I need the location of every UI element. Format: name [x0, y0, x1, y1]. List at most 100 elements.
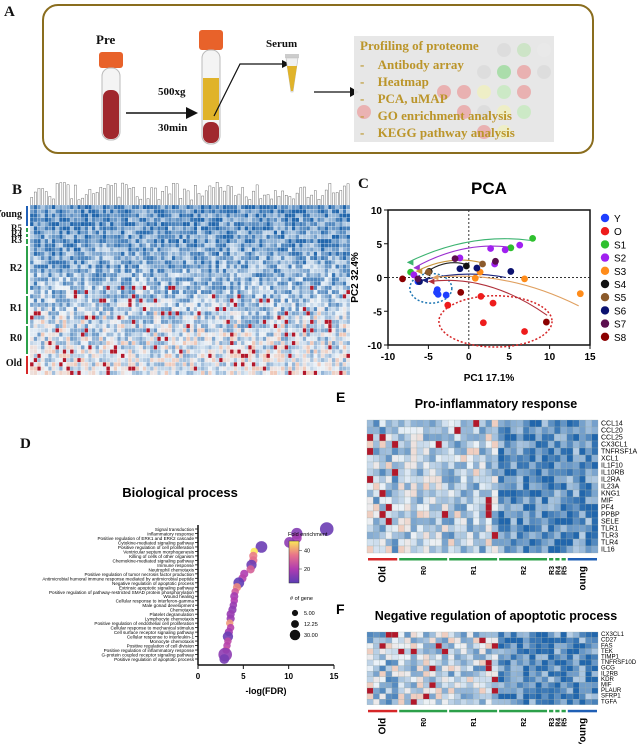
heatmap-cell — [541, 468, 549, 477]
heatmap-cell — [138, 272, 143, 278]
heatmap-cell — [460, 637, 468, 644]
pca-point-s1 — [507, 244, 515, 252]
heatmap-cell — [291, 234, 296, 240]
heatmap-cell — [58, 306, 63, 312]
heatmap-cell — [266, 285, 271, 291]
heatmap-cell — [51, 243, 56, 248]
column-label-glyph — [161, 191, 164, 208]
heatmap-cell — [273, 264, 278, 269]
heatmap-cell — [416, 510, 424, 519]
heatmap-cell — [404, 496, 411, 505]
heatmap-cell — [229, 289, 234, 295]
heatmap-cell — [335, 285, 340, 291]
heatmap-cell — [324, 340, 329, 346]
heatmap-cell — [215, 336, 220, 342]
heatmap-cell — [102, 230, 107, 235]
heatmap-cell — [51, 226, 56, 231]
heatmap-cell — [30, 306, 34, 312]
heatmap-cell — [269, 285, 274, 291]
heatmap-cell — [117, 323, 122, 329]
heatmap-cell — [146, 234, 151, 240]
heatmap-cell — [142, 366, 147, 371]
heatmap-cell — [33, 298, 38, 303]
heatmap-cell — [62, 353, 67, 359]
heatmap-cell — [120, 315, 125, 320]
heatmap-cell — [313, 319, 318, 325]
heatmap-cell — [572, 659, 580, 666]
heatmap-cell — [585, 468, 592, 477]
heatmap-cell — [186, 306, 191, 312]
heatmap-cell — [88, 205, 92, 210]
heatmap-cell — [175, 298, 180, 303]
heatmap-cell — [33, 315, 38, 320]
heatmap-cell — [131, 357, 136, 363]
heatmap-cell — [113, 205, 118, 210]
heatmap-cell — [153, 205, 158, 210]
heatmap-cell — [171, 272, 176, 278]
heatmap-cell — [48, 340, 52, 346]
heatmap-cell — [69, 353, 74, 359]
heatmap-cell — [73, 319, 78, 325]
heatmap-cell — [373, 503, 380, 512]
heatmap-cell — [77, 268, 82, 274]
heatmap-cell — [62, 230, 67, 235]
heatmap-cell — [189, 319, 194, 325]
heatmap-cell — [320, 251, 325, 257]
heatmap-cell — [244, 285, 249, 291]
go-term-label: Inflammatory response — [147, 531, 194, 536]
heatmap-cell — [33, 306, 38, 312]
heatmap-cell — [306, 260, 311, 265]
heatmap-cell — [182, 366, 187, 371]
heatmap-cell — [30, 370, 34, 375]
heatmap-cell — [215, 234, 220, 240]
heatmap-cell — [233, 319, 238, 325]
heatmap-cell — [208, 247, 212, 252]
heatmap-cell — [124, 315, 129, 320]
heatmap-cell — [215, 230, 220, 235]
heatmap-cell — [251, 260, 256, 265]
heatmap-cell — [448, 510, 455, 519]
heatmap-cell — [324, 221, 329, 227]
heatmap-cell — [291, 285, 296, 291]
heatmap-cell — [197, 336, 202, 342]
heatmap-cell — [84, 243, 89, 248]
heatmap-cell — [189, 357, 194, 363]
heatmap-cell — [120, 370, 125, 375]
heatmap-cell — [410, 538, 418, 547]
heatmap-cell — [30, 323, 34, 329]
heatmap-cell — [30, 366, 34, 371]
heatmap-cell — [204, 277, 209, 282]
column-label-glyph — [99, 187, 103, 208]
heatmap-cell — [95, 323, 100, 329]
heatmap-cell — [66, 277, 71, 282]
heatmap-cell — [273, 366, 278, 371]
heatmap-cell — [454, 648, 461, 655]
heatmap-cell — [398, 489, 405, 498]
heatmap-cell — [164, 272, 169, 278]
heatmap-cell — [579, 503, 586, 512]
heatmap-cell — [317, 205, 322, 210]
heatmap-cell — [197, 366, 202, 371]
heatmap-cell — [211, 289, 216, 295]
heatmap-cell — [248, 285, 252, 291]
heatmap-cell — [186, 209, 191, 214]
heatmap-cell — [138, 281, 143, 286]
heatmap-cell — [497, 631, 505, 638]
heatmap-cell — [208, 353, 212, 359]
heatmap-cell — [55, 353, 60, 359]
heatmap-cell — [182, 243, 187, 248]
heatmap-cell — [193, 285, 198, 291]
heatmap-cell — [189, 230, 194, 235]
heatmap-cell — [138, 268, 143, 274]
legend-marker — [600, 293, 610, 302]
heatmap-cell — [266, 298, 271, 303]
heatmap-cell — [233, 264, 238, 269]
heatmap-cell — [117, 319, 122, 325]
heatmap-cell — [441, 538, 449, 547]
heatmap-cell — [491, 676, 499, 683]
heatmap-cell — [138, 315, 143, 320]
heatmap-cell — [547, 665, 555, 672]
heatmap-cell — [560, 659, 567, 666]
heatmap-cell — [429, 475, 436, 484]
heatmap-cell — [479, 676, 486, 683]
